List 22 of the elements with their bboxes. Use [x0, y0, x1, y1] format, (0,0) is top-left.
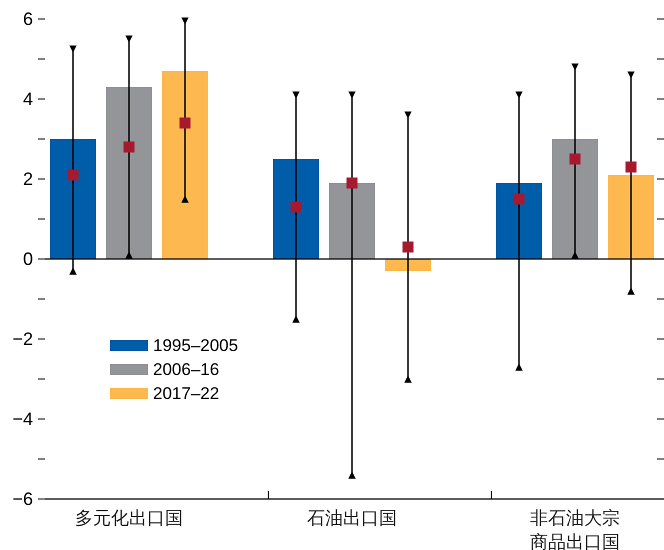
y-tick-label: −6 — [12, 489, 33, 509]
bar — [329, 183, 375, 259]
legend-label: 2017–22 — [153, 384, 220, 403]
y-tick-label: −4 — [12, 409, 33, 429]
y-tick-label: −2 — [12, 329, 33, 349]
bar — [162, 71, 208, 259]
bar — [608, 175, 654, 259]
y-tick-label: 0 — [22, 249, 33, 269]
y-tick-label: 6 — [22, 9, 33, 29]
x-tick-label: 多元化出口国 — [75, 508, 183, 528]
y-tick-label: 4 — [22, 89, 33, 109]
bar — [273, 159, 319, 259]
bar — [385, 259, 431, 271]
bar — [106, 87, 152, 259]
x-tick-label: 石油出口国 — [307, 508, 397, 528]
legend-label: 2006–16 — [153, 360, 220, 379]
bar — [496, 183, 542, 259]
y-tick-label: 2 — [22, 169, 33, 189]
bar — [552, 139, 598, 259]
bar — [50, 139, 96, 259]
legend-label: 1995–2005 — [153, 336, 238, 355]
x-tick-label: 非石油大宗商品出口国 — [530, 508, 620, 550]
